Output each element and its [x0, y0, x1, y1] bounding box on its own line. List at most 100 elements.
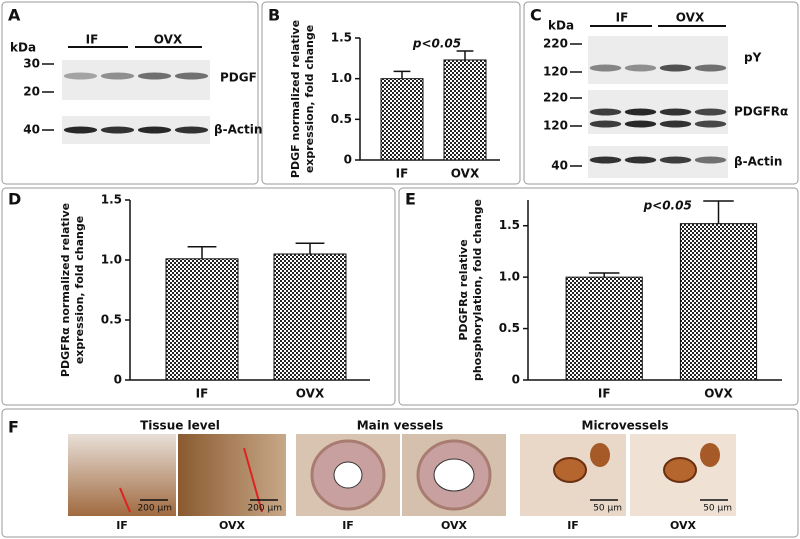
blot: [62, 60, 210, 100]
label: 50 µm: [703, 504, 732, 514]
band: [137, 72, 172, 80]
error-bar: [588, 272, 620, 278]
band: [659, 64, 692, 72]
error-bar: [393, 70, 411, 79]
band: [659, 108, 692, 116]
panel-frame: [398, 187, 799, 406]
label: 120: [543, 65, 568, 79]
band: [137, 126, 172, 134]
label: OVX: [441, 519, 468, 532]
label: kDa: [10, 41, 36, 55]
error-bar: [295, 242, 325, 254]
label: pY: [744, 51, 762, 65]
label: OVX: [154, 33, 183, 47]
band: [624, 120, 657, 128]
label: 1.5: [499, 218, 520, 232]
band: [694, 64, 727, 72]
label: IF: [396, 167, 409, 181]
label: IF: [567, 519, 579, 532]
band: [694, 156, 727, 164]
label: phosphorylation, fold change: [471, 199, 484, 381]
band: [100, 72, 135, 80]
label: C: [530, 6, 542, 25]
band: [589, 120, 622, 128]
vessel-lumen: [433, 458, 475, 492]
rule: [119, 487, 131, 513]
label: OVX: [451, 167, 480, 181]
panel-frame: [1, 187, 396, 406]
cell: [553, 457, 587, 483]
label: PDGF: [220, 71, 257, 85]
label: 0: [114, 373, 122, 387]
label: OVX: [219, 519, 246, 532]
label: PDGFRα: [734, 105, 788, 119]
label: OVX: [296, 387, 325, 401]
band: [659, 120, 692, 128]
label: 50 µm: [593, 504, 622, 514]
band: [694, 108, 727, 116]
label: IF: [342, 519, 354, 532]
label: Tissue level: [140, 419, 220, 433]
rule: [243, 447, 263, 513]
label: 1.0: [101, 253, 122, 267]
cell: [590, 443, 610, 467]
label: β-Actin: [734, 155, 782, 169]
label: 220: [543, 91, 568, 105]
label: OVX: [676, 11, 705, 25]
label: D: [8, 190, 21, 209]
label: IF: [196, 387, 209, 401]
label: 200 µm: [137, 504, 172, 514]
label: p<0.05: [643, 199, 692, 213]
label: PDGFRα relative: [457, 239, 470, 340]
label: IF: [598, 387, 611, 401]
blot: [588, 36, 728, 84]
label: F: [8, 418, 19, 437]
label: 20: [23, 85, 40, 99]
panel-frame: [1, 1, 259, 185]
band: [63, 126, 98, 134]
label: 220: [543, 37, 568, 51]
bar: [380, 78, 424, 161]
band: [589, 64, 622, 72]
panel-frame: [261, 1, 521, 185]
label: B: [268, 6, 280, 25]
label: 0: [344, 153, 352, 167]
label: E: [405, 190, 416, 209]
error-bar: [187, 246, 217, 259]
label: 40: [23, 123, 40, 137]
bar: [273, 253, 347, 381]
label: 1.5: [331, 31, 352, 45]
micrograph: [178, 434, 286, 516]
band: [624, 108, 657, 116]
label: 1.0: [499, 270, 520, 284]
band: [624, 64, 657, 72]
band: [694, 120, 727, 128]
label: 1.5: [101, 193, 122, 207]
cell: [700, 443, 720, 467]
band: [174, 72, 209, 80]
label: IF: [86, 33, 99, 47]
label: IF: [616, 11, 629, 25]
band: [174, 126, 209, 134]
bar: [443, 59, 487, 161]
label: OVX: [670, 519, 697, 532]
error-bar: [703, 200, 734, 224]
label: 1.0: [331, 71, 352, 85]
micrograph: [68, 434, 176, 516]
bar: [165, 258, 239, 381]
label: 200 µm: [247, 504, 282, 514]
label: 120: [543, 119, 568, 133]
bar: [679, 223, 758, 381]
bar: [565, 276, 643, 381]
label: expression, fold change: [303, 25, 316, 173]
vessel-lumen: [333, 461, 363, 489]
label: 0.5: [101, 313, 122, 327]
label: 0.5: [499, 321, 520, 335]
panel-frame: [1, 408, 799, 538]
band: [589, 156, 622, 164]
cell: [663, 457, 697, 483]
label: 0: [512, 373, 520, 387]
label: expression, fold change: [73, 216, 86, 364]
band: [63, 72, 98, 80]
